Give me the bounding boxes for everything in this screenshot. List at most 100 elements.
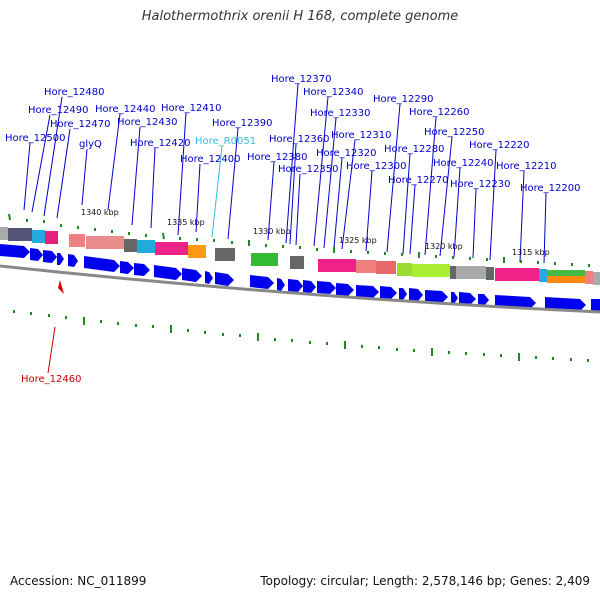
- feature-box[interactable]: [69, 234, 85, 247]
- feature-box[interactable]: [376, 261, 396, 274]
- feature-box[interactable]: [356, 260, 376, 273]
- leader-line: [424, 116, 437, 256]
- feature-box[interactable]: [397, 263, 412, 276]
- feature-box[interactable]: [32, 230, 45, 243]
- gene-arrow[interactable]: [317, 281, 336, 294]
- gene-label[interactable]: Hore_12210: [496, 161, 557, 172]
- gene-label[interactable]: Hore_12320: [316, 148, 377, 159]
- gene-arrow[interactable]: [451, 292, 458, 304]
- feature-box[interactable]: [8, 228, 32, 241]
- gene-arrow[interactable]: [336, 283, 354, 296]
- feature-box[interactable]: [290, 256, 304, 269]
- leader-line: [285, 83, 299, 244]
- feature-box[interactable]: [486, 267, 494, 280]
- feature-box[interactable]: [251, 253, 278, 266]
- selected-gene-label[interactable]: Hore_12460: [21, 374, 82, 385]
- feature-box[interactable]: [45, 231, 58, 244]
- gene-arrow[interactable]: [134, 263, 150, 276]
- gene-arrow[interactable]: [68, 254, 78, 267]
- gene-arrow[interactable]: [277, 278, 285, 291]
- gene-arrow[interactable]: [356, 285, 379, 298]
- feature-box[interactable]: [155, 242, 188, 255]
- feature-box[interactable]: [86, 236, 124, 249]
- feature-box[interactable]: [0, 227, 8, 240]
- kbp-label: 1330 kbp: [253, 227, 291, 236]
- gene-arrow[interactable]: [0, 244, 30, 258]
- gene-label[interactable]: Hore_12290: [373, 94, 434, 105]
- gene-label[interactable]: Hore_12280: [384, 144, 445, 155]
- gene-label[interactable]: Hore_12340: [303, 87, 364, 98]
- gene-label[interactable]: Hore_12310: [331, 130, 392, 141]
- feature-box[interactable]: [318, 259, 356, 272]
- leader-line: [341, 139, 356, 250]
- gene-arrow[interactable]: [495, 295, 536, 309]
- feature-box[interactable]: [585, 271, 593, 284]
- gene-arrow[interactable]: [57, 253, 64, 265]
- gene-label[interactable]: Hore_12300: [346, 161, 407, 172]
- feature-box[interactable]: [215, 248, 235, 261]
- feature-box[interactable]: [124, 239, 137, 252]
- gene-label[interactable]: Hore_12250: [424, 127, 485, 138]
- gene-label[interactable]: Hore_12230: [450, 179, 511, 190]
- leader-line: [56, 128, 71, 219]
- leader-line: [150, 147, 156, 229]
- feature-box[interactable]: [412, 264, 450, 277]
- gene-arrow[interactable]: [545, 297, 586, 311]
- gene-label[interactable]: Hore_12430: [117, 117, 178, 128]
- gene-arrow[interactable]: [591, 299, 600, 311]
- feature-box[interactable]: [456, 266, 486, 279]
- gene-arrow[interactable]: [478, 294, 489, 306]
- gene-arrow[interactable]: [120, 261, 134, 274]
- gene-arrow[interactable]: [409, 288, 423, 301]
- gene-arrow[interactable]: [459, 292, 476, 305]
- gene-arrow[interactable]: [154, 265, 182, 280]
- feature-box[interactable]: [137, 240, 155, 253]
- selected-gene-leader: [47, 326, 56, 374]
- kbp-label: 1325 kbp: [339, 236, 377, 245]
- feature-box[interactable]: [539, 269, 547, 282]
- gene-label[interactable]: Hore_R0051: [195, 136, 256, 147]
- gene-label[interactable]: Hore_12350: [278, 164, 339, 175]
- gene-label[interactable]: Hore_12420: [130, 138, 191, 149]
- feature-box[interactable]: [188, 245, 206, 258]
- gene-label[interactable]: Hore_12490: [28, 105, 89, 116]
- leader-line: [177, 112, 187, 236]
- feature-box[interactable]: [547, 270, 585, 276]
- gene-arrow[interactable]: [303, 280, 316, 293]
- gene-label[interactable]: Hore_12440: [95, 104, 156, 115]
- gene-label[interactable]: glyQ: [79, 139, 102, 150]
- gene-label[interactable]: Hore_12220: [469, 140, 530, 151]
- gene-label[interactable]: Hore_12260: [409, 107, 470, 118]
- gene-label[interactable]: Hore_12240: [433, 158, 494, 169]
- feature-box[interactable]: [450, 266, 456, 279]
- feature-box[interactable]: [495, 268, 539, 281]
- gene-label[interactable]: Hore_12480: [44, 87, 105, 98]
- gene-label[interactable]: Hore_12200: [520, 183, 581, 194]
- gene-arrow[interactable]: [380, 286, 397, 299]
- gene-label[interactable]: Hore_12360: [269, 134, 330, 145]
- gene-label[interactable]: Hore_12270: [388, 175, 449, 186]
- gene-arrow[interactable]: [205, 271, 213, 284]
- gene-arrow[interactable]: [182, 268, 202, 282]
- gene-arrow[interactable]: [399, 288, 407, 300]
- gene-arrow[interactable]: [30, 248, 43, 261]
- feature-box[interactable]: [593, 272, 600, 285]
- gene-label[interactable]: Hore_12400: [180, 154, 241, 165]
- selected-gene-marker[interactable]: [58, 280, 64, 294]
- gene-label[interactable]: Hore_12390: [212, 118, 273, 129]
- gene-arrow[interactable]: [215, 272, 234, 286]
- gene-label[interactable]: Hore_12370: [271, 74, 332, 85]
- gene-label[interactable]: Hore_12330: [310, 108, 371, 119]
- gene-arrow[interactable]: [288, 279, 303, 292]
- gene-arrow[interactable]: [425, 290, 448, 303]
- genome-backbone: [0, 264, 600, 314]
- gene-arrow[interactable]: [84, 256, 120, 272]
- gene-label[interactable]: Hore_12500: [5, 133, 66, 144]
- gene-label[interactable]: Hore_12380: [247, 152, 308, 163]
- leader-line: [365, 170, 373, 252]
- gene-label[interactable]: Hore_12470: [50, 119, 111, 130]
- gene-arrow[interactable]: [250, 275, 274, 289]
- gene-arrow[interactable]: [43, 250, 57, 263]
- gene-label[interactable]: Hore_12410: [161, 103, 222, 114]
